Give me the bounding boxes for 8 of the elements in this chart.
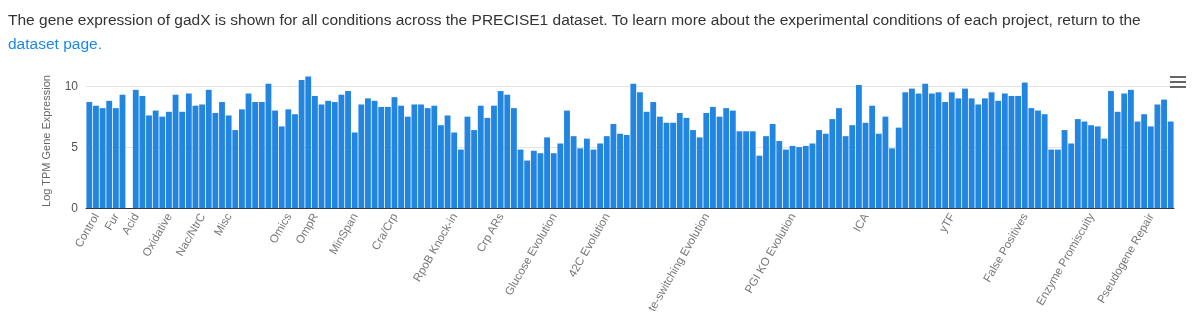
chart-title: The gene expression of gadX is shown for all conditions across the PRECISE1 dataset. To learn more about the experimental conditions of each project, return to the	[8, 11, 1141, 28]
x-tick-label: ICA	[850, 210, 871, 234]
y-tick-label: 10	[64, 79, 79, 94]
y-tick-label: 5	[71, 140, 79, 155]
x-tick-label: Fur	[102, 210, 122, 233]
text: dataset page.	[8, 35, 102, 52]
y-tick-label: 0	[71, 201, 79, 216]
y-axis-title: Log TPM Gene Expression	[39, 75, 52, 207]
